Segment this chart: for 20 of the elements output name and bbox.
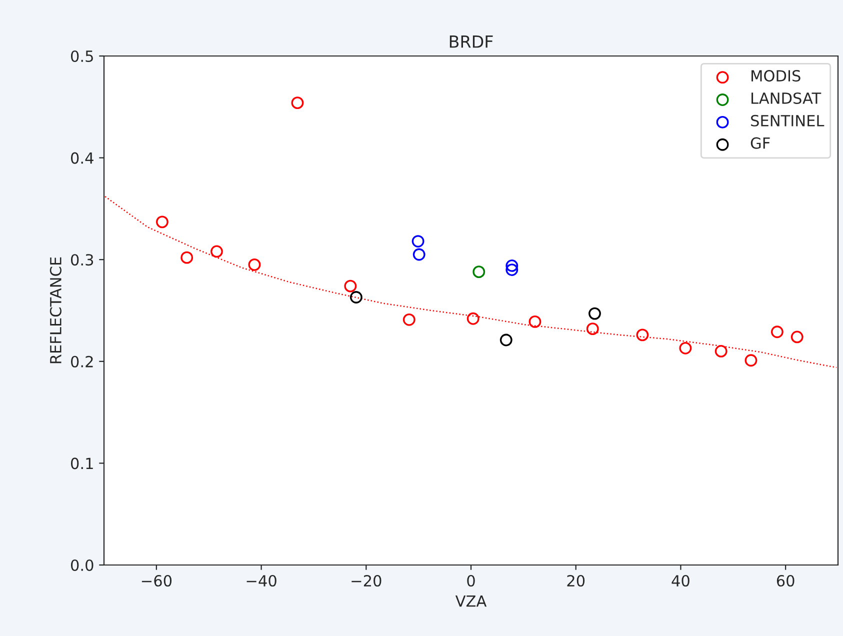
legend-label: MODIS [752, 70, 800, 82]
x-tick-label: −40 [246, 574, 276, 587]
legend-label: GF [750, 137, 770, 149]
x-tick-label: −60 [142, 574, 172, 587]
y-tick-label: 0.1 [70, 458, 93, 470]
y-tick-label: 0.0 [70, 559, 94, 572]
legend-label: LANDSAT [752, 92, 822, 104]
legend-label: SENTINEL [751, 114, 824, 126]
y-tick-label: 0.3 [70, 254, 94, 266]
x-tick-label: 40 [672, 574, 690, 587]
x-tick-label: 20 [567, 574, 585, 587]
y-tick-label: 0.5 [70, 50, 93, 62]
x-tick-label: −20 [352, 574, 382, 587]
x-tick-label: 60 [776, 574, 794, 587]
x-axis-title: VZA [455, 596, 487, 607]
chart-title: BRDF [450, 36, 493, 48]
y-tick-label: 0.2 [70, 356, 93, 368]
y-tick-label: 0.4 [70, 152, 94, 164]
y-axis-title: REFLECTANCE [50, 257, 62, 364]
x-tick-label: 0 [467, 574, 475, 587]
